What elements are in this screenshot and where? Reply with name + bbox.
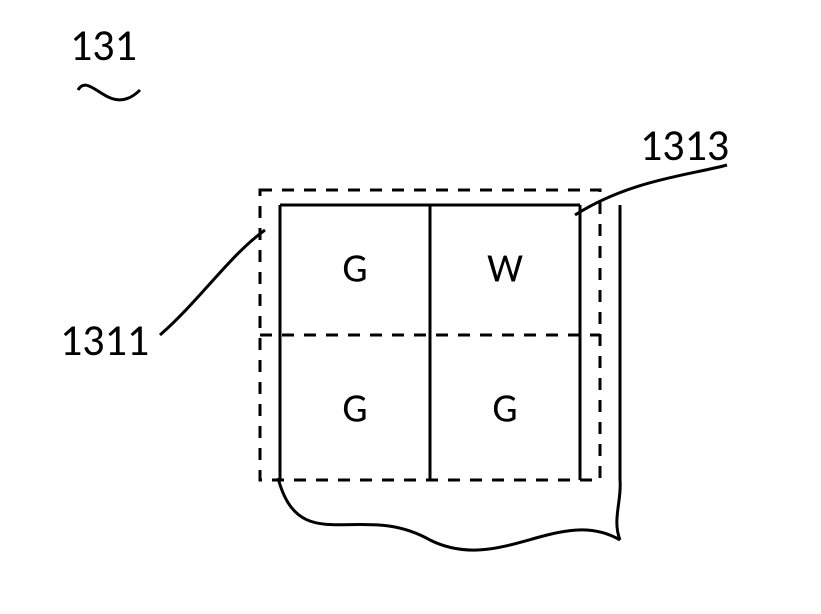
canvas-bg xyxy=(0,0,821,614)
cell-label-3: G xyxy=(492,384,517,433)
ref-1311-label: 1311 xyxy=(60,313,149,367)
ref-1313-label: 1313 xyxy=(640,118,729,172)
ref-131-label: 131 xyxy=(70,18,137,72)
cell-label-2: G xyxy=(342,384,367,433)
cell-label-0: G xyxy=(342,244,367,293)
cell-label-1: W xyxy=(487,244,523,293)
diagram-canvas: G W G G 131 1311 1313 xyxy=(0,0,821,614)
